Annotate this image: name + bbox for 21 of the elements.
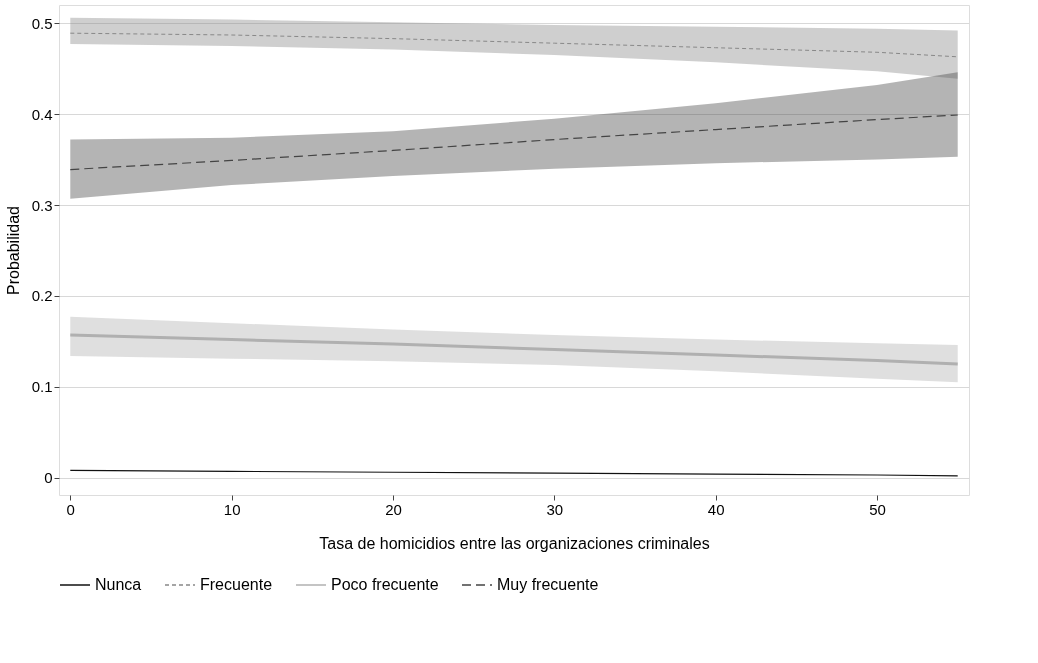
line-series: [69, 32, 959, 58]
x-tick-label: 0: [66, 500, 75, 518]
y-tick-label: 0.4: [31, 105, 53, 123]
y-tick-label: 0: [44, 469, 53, 487]
x-tick-label: 40: [707, 500, 725, 518]
line-series: [69, 114, 959, 171]
x-tick-label: 10: [223, 500, 241, 518]
legend-label: Frecuente: [200, 576, 273, 593]
x-tick-label: 20: [385, 500, 402, 518]
y-tick-label: 0.5: [31, 14, 53, 32]
legend-label: Poco frecuente: [331, 576, 439, 593]
y-tick-label: 0.2: [31, 287, 53, 305]
y-axis-title: Probabilidad: [4, 206, 22, 295]
x-tick-label: 30: [546, 500, 564, 518]
y-tick-label: 0.1: [31, 378, 53, 396]
y-tick-label: 0.3: [31, 196, 53, 214]
legend-label: Nunca: [95, 576, 142, 593]
legend-label: Muy frecuente: [497, 576, 599, 593]
x-tick-label: 50: [869, 500, 886, 518]
x-axis-title: Tasa de homicidios entre las organizaciones criminales: [319, 534, 710, 552]
line-series: [68, 333, 960, 366]
